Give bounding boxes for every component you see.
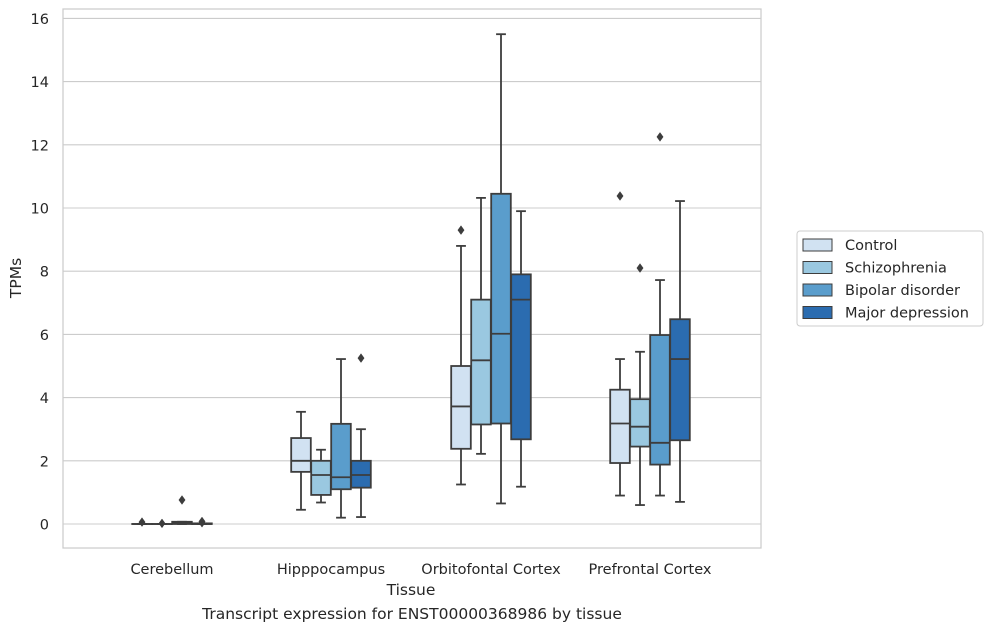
box-1-1 [310,448,332,504]
outlier-point [158,518,166,529]
box-body [490,192,512,425]
box-body [330,422,352,491]
figure-caption: Transcript expression for ENST0000036898… [202,605,622,623]
legend-label: Bipolar disorder [845,283,960,299]
outlier-point [636,263,644,273]
gridlines [63,17,761,525]
box-0-3 [609,191,631,497]
box-1-3 [629,263,651,506]
outlier-point [198,517,206,528]
legend-frame [796,230,984,327]
y-axis-label: TPMs [7,258,25,299]
y-tick-label: 2 [40,454,49,470]
box-body [310,459,332,496]
box-3-3 [669,200,691,503]
box-2-1 [330,358,352,519]
outlier-point [178,495,186,505]
y-tick-label: 8 [40,265,49,281]
legend-swatch [802,238,833,252]
outlier-point [616,191,624,201]
outlier-point [656,132,664,142]
x-tick-label: Hipppocampus [277,562,385,578]
outlier-point [138,517,146,527]
legend-label: Schizophrenia [845,261,947,277]
y-tick-label: 6 [40,328,49,344]
legend: Control Schizophrenia Bipolar disorder Majo… [796,230,984,327]
box-1-2 [470,196,492,455]
box-1-0 [151,518,173,529]
box-body [669,318,691,442]
box-body [629,398,651,448]
x-tick-label: Cerebellum [130,562,213,578]
y-tick-label: 14 [31,75,49,91]
box-2-3 [649,132,671,497]
y-tick-label: 4 [40,391,49,407]
box-body [470,298,492,426]
box-body [609,388,631,464]
y-tick-label: 10 [31,202,49,218]
box-3-2 [510,210,532,488]
y-tick-label: 16 [31,12,49,28]
x-axis-label: Tissue [386,581,436,599]
x-tick-label: Orbitofontal Cortex [421,562,561,578]
legend-swatch [802,261,833,274]
box-2-0 [171,495,193,525]
y-tick-label: 0 [40,518,49,534]
y-tick-label: 12 [31,138,49,154]
outlier-point [457,225,465,235]
box-3-1 [350,353,372,518]
box-0-0 [131,517,153,527]
boxes [131,33,691,529]
legend-swatch [802,306,833,319]
box-body [510,273,532,441]
box-0-2 [450,225,472,486]
legend-label: Control [845,238,897,254]
legend-label: Major depression [845,306,969,322]
legend-swatch [802,283,833,297]
x-tick-label: Prefrontal Cortex [589,562,712,578]
plot-area-frame [62,8,762,549]
box-0-1 [290,410,312,511]
box-body [649,334,671,466]
box-2-2 [490,33,512,505]
x-axis-ticks: Cerebellum Hipppocampus Orbitofontal Corte… [130,562,711,578]
y-axis-ticks: 0 2 4 6 8 10 12 14 16 [31,12,49,534]
box-body [290,437,312,473]
box-body [450,365,472,450]
box-3-0 [191,516,213,528]
outlier-point [357,353,365,363]
